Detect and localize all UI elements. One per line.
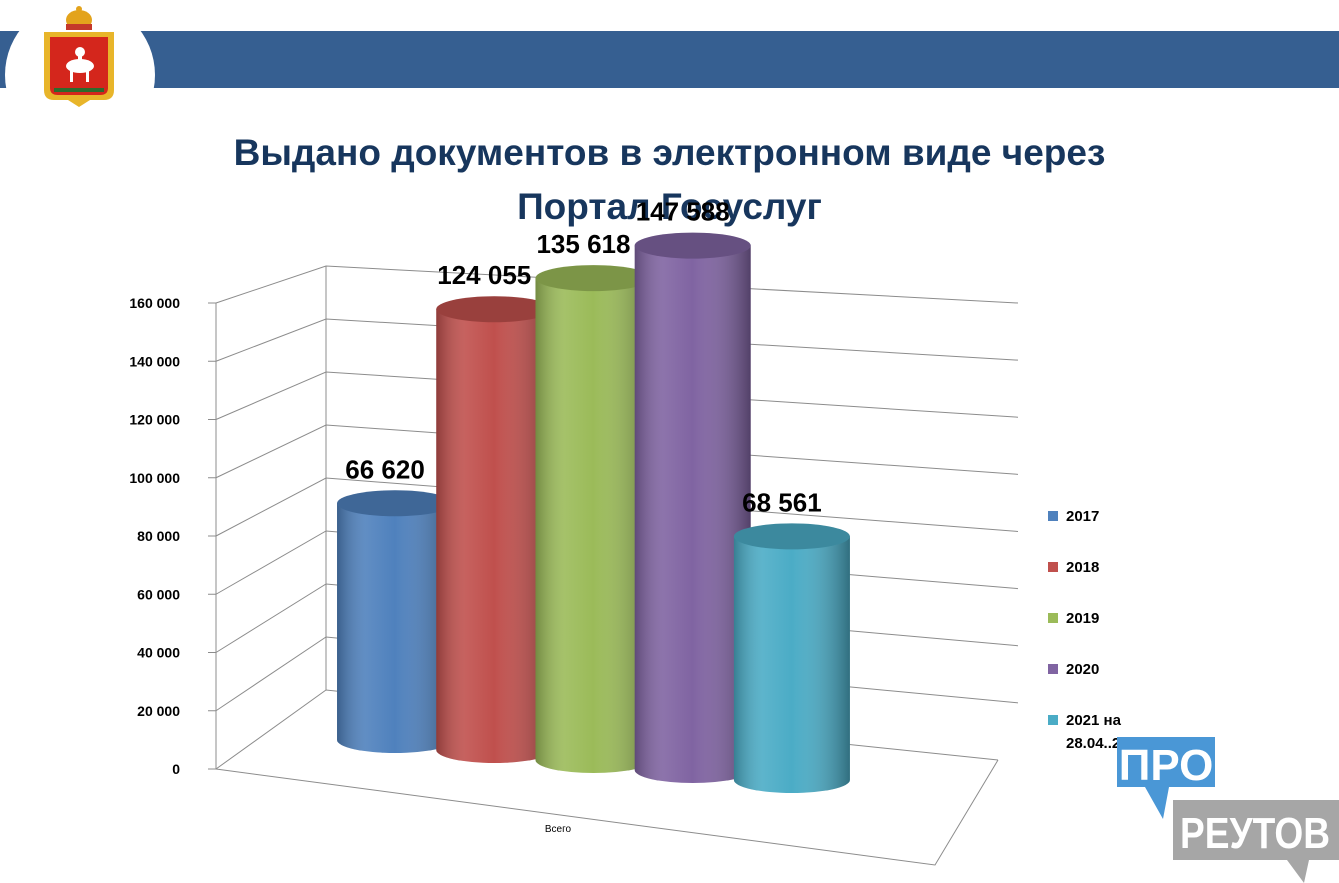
legend-label: 2018 <box>1066 559 1099 576</box>
rider-icon <box>66 47 94 82</box>
data-label: 147 588 <box>636 197 730 227</box>
y-tick-label: 80 000 <box>137 528 180 544</box>
bar-shading-2018 <box>436 309 553 764</box>
legend-swatch <box>1048 562 1058 572</box>
legend-label: 2019 <box>1066 610 1099 627</box>
bar-top-2018 <box>436 296 553 323</box>
crown-icon <box>66 6 92 30</box>
data-label: 68 561 <box>742 487 822 517</box>
data-label: 124 055 <box>437 260 531 290</box>
bar-top-shade-2020 <box>634 232 751 259</box>
logo-text-pro: ПРО <box>1119 741 1214 790</box>
bar-top-2021 <box>733 523 850 550</box>
y-tick-label: 140 000 <box>129 353 180 369</box>
y-tick-label: 100 000 <box>129 470 180 486</box>
bar-top-shade-2021 <box>733 523 850 550</box>
x-category-label: Всего <box>545 824 572 835</box>
chart-title-line-1: Выдано документов в электронном виде чер… <box>233 132 1106 173</box>
y-tick-label: 40 000 <box>137 645 180 661</box>
bar-shading-2020 <box>634 245 751 783</box>
bar-shading-2021 <box>733 536 850 794</box>
logo-speech-bubble-blue <box>1117 737 1215 819</box>
y-tick-label: 60 000 <box>137 586 180 602</box>
chart-title: Выдано документов в электронном виде чер… <box>0 126 1339 234</box>
pro-reutov-logo: ПРО РЕУТОВ <box>1117 737 1339 883</box>
y-tick-label: 20 000 <box>137 703 180 719</box>
logo-speech-bubble-grey <box>1173 800 1339 883</box>
coat-of-arms-icon <box>44 6 114 107</box>
chart-title-line-2: Портал Госуслуг <box>517 186 822 227</box>
legend-swatch <box>1048 511 1058 521</box>
logo-text-reutov: РЕУТОВ <box>1180 809 1330 858</box>
bar-top-shade-2019 <box>535 265 652 292</box>
legend-swatch <box>1048 613 1058 623</box>
data-label: 135 618 <box>536 229 630 259</box>
y-tick-label: 120 000 <box>129 412 180 428</box>
bar-shading-2017 <box>337 503 454 754</box>
y-tick-label: 160 000 <box>129 295 180 311</box>
y-tick-label: 0 <box>172 761 180 777</box>
legend-label: 2017 <box>1066 508 1099 525</box>
legend-label: 2020 <box>1066 661 1099 678</box>
floor-edge <box>215 759 999 866</box>
legend-swatch <box>1048 664 1058 674</box>
bar-top-2019 <box>535 265 652 292</box>
header-bar <box>0 31 1339 88</box>
bar-top-2020 <box>634 232 751 259</box>
bar-top-shade-2018 <box>436 296 553 323</box>
bar-top-shade-2017 <box>337 490 454 517</box>
bar-top-2017 <box>337 490 454 517</box>
data-label: 66 620 <box>345 454 425 484</box>
legend-swatch <box>1048 715 1058 725</box>
bar-shading-2019 <box>535 278 652 773</box>
